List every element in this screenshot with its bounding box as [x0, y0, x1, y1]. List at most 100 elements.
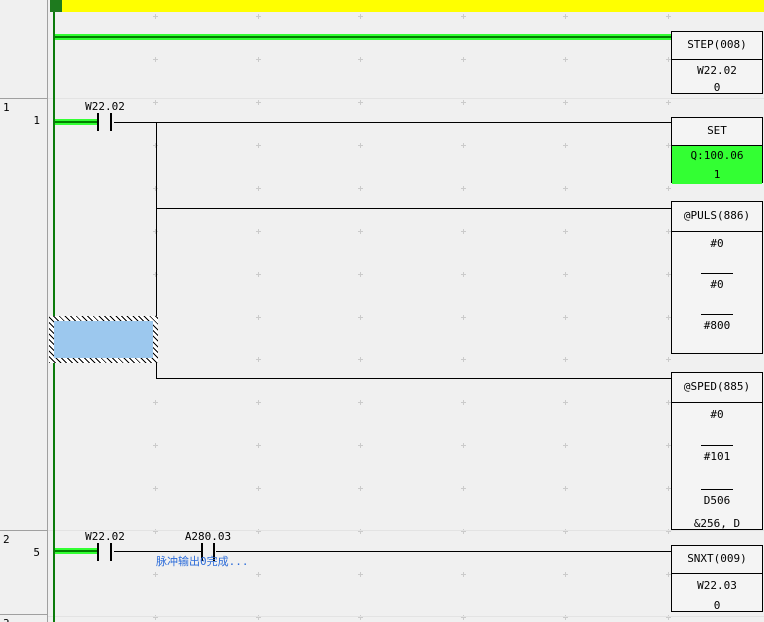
- contact-label: W22.02: [85, 530, 125, 543]
- block-operand[interactable]: #800: [703, 319, 731, 332]
- grid-cross-mark: [255, 229, 261, 234]
- grid-cross-mark: [563, 272, 568, 277]
- grid-cross-mark: [460, 486, 466, 491]
- contact-label: A280.03: [184, 530, 232, 543]
- block-operand[interactable]: #0: [710, 237, 724, 250]
- grid-cross-mark: [255, 572, 261, 577]
- grid-cross-mark: [563, 143, 568, 148]
- section-marker[interactable]: [50, 0, 62, 12]
- branch-wire: [156, 122, 157, 379]
- set-active-cell: Q:100.06 1: [672, 146, 762, 184]
- grid-cross-mark: [460, 315, 466, 320]
- grid-cross-mark: [563, 14, 568, 19]
- selection-box[interactable]: [49, 316, 158, 363]
- grid-cross-mark: [460, 443, 466, 448]
- block-title: STEP(008): [672, 32, 762, 60]
- block-operand-value: 0: [713, 81, 721, 94]
- grid-cross-mark: [255, 615, 261, 620]
- operand-separator: [701, 314, 733, 315]
- margin-divider: [0, 98, 47, 99]
- grid-cross-mark: [460, 100, 466, 105]
- block-title: SET: [672, 118, 762, 146]
- instruction-block-puls[interactable]: @PULS(886) #0 #0 #800: [671, 201, 763, 354]
- grid-cross-mark: [358, 143, 363, 148]
- contact-w22-02[interactable]: [97, 543, 114, 561]
- section-header-bar[interactable]: [62, 0, 764, 12]
- grid-cross-mark: [255, 57, 261, 62]
- grid-cross-mark: [358, 357, 363, 362]
- grid-cross-mark: [665, 143, 671, 148]
- operand-separator: [701, 489, 733, 490]
- grid-cross-mark: [460, 529, 466, 534]
- grid-cross-mark: [153, 100, 158, 105]
- rung-number[interactable]: 3: [3, 617, 23, 622]
- comment-text: 脉冲输出0完成...: [156, 555, 249, 568]
- grid-cross-mark: [153, 615, 158, 620]
- grid-cross-mark: [665, 357, 671, 362]
- grid-cross-mark: [460, 400, 466, 405]
- block-operand[interactable]: W22.03: [697, 579, 737, 592]
- grid-cross-mark: [665, 229, 671, 234]
- grid-cross-mark: [665, 443, 671, 448]
- rung-divider: [48, 616, 764, 617]
- contact-a280-03[interactable]: [201, 543, 216, 561]
- grid-cross-mark: [358, 529, 363, 534]
- rung-number[interactable]: 1: [3, 101, 10, 114]
- rung-wire: [114, 551, 201, 552]
- grid-cross-mark: [563, 615, 568, 620]
- grid-cross-mark: [255, 357, 261, 362]
- branch-wire: [156, 378, 671, 379]
- power-flow-wire: [55, 119, 97, 125]
- block-title: @PULS(886): [672, 202, 762, 232]
- grid-cross-mark: [153, 143, 158, 148]
- grid-cross-mark: [563, 443, 568, 448]
- grid-cross-mark: [460, 357, 466, 362]
- power-flow-wire: [55, 548, 97, 554]
- instruction-block-sped[interactable]: @SPED(885) #0 #101 D506 &256, D: [671, 372, 763, 530]
- grid-cross-mark: [563, 357, 568, 362]
- grid-cross-mark: [460, 615, 466, 620]
- block-operand[interactable]: Q:100.06: [690, 149, 744, 162]
- contact-w22-02[interactable]: [97, 113, 114, 131]
- rung-wire: [216, 551, 671, 552]
- grid-cross-mark: [358, 315, 363, 320]
- block-operand[interactable]: D506: [703, 494, 731, 507]
- rung-wire: [114, 122, 671, 123]
- grid-cross-mark: [255, 486, 261, 491]
- rung-divider: [48, 98, 764, 99]
- contact-label: W22.02: [85, 100, 125, 113]
- grid-cross-mark: [460, 57, 466, 62]
- grid-cross-mark: [153, 57, 158, 62]
- grid-cross-mark: [563, 100, 568, 105]
- instruction-block-set[interactable]: SET Q:100.06 1: [671, 117, 763, 184]
- grid-cross-mark: [665, 400, 671, 405]
- grid-cross-mark: [563, 229, 568, 234]
- grid-cross-mark: [255, 529, 261, 534]
- margin-divider: [0, 614, 47, 615]
- block-operand[interactable]: W22.02: [697, 64, 737, 77]
- rung-step-number: 5: [33, 546, 40, 559]
- grid-cross-mark: [358, 229, 363, 234]
- grid-cross-mark: [358, 572, 363, 577]
- block-operand-value: 1: [713, 168, 721, 181]
- grid-cross-mark: [255, 400, 261, 405]
- grid-cross-mark: [153, 443, 158, 448]
- block-operand[interactable]: #0: [710, 408, 724, 421]
- grid-cross-mark: [665, 486, 671, 491]
- grid-cross-mark: [153, 229, 158, 234]
- operand-separator: [701, 445, 733, 446]
- grid-cross-mark: [358, 443, 363, 448]
- instruction-block-step[interactable]: STEP(008) W22.02 0: [671, 31, 763, 94]
- rung-number[interactable]: 2: [3, 533, 10, 546]
- grid-cross-mark: [460, 14, 466, 19]
- block-operand[interactable]: #101: [703, 450, 731, 463]
- grid-cross-mark: [255, 272, 261, 277]
- grid-cross-mark: [153, 486, 158, 491]
- grid-cross-mark: [460, 143, 466, 148]
- block-operand[interactable]: #0: [710, 278, 724, 291]
- grid-cross-mark: [153, 400, 158, 405]
- instruction-block-snxt[interactable]: SNXT(009) W22.03 0: [671, 545, 763, 612]
- grid-cross-mark: [665, 615, 671, 620]
- grid-cross-mark: [153, 572, 158, 577]
- grid-cross-mark: [665, 100, 671, 105]
